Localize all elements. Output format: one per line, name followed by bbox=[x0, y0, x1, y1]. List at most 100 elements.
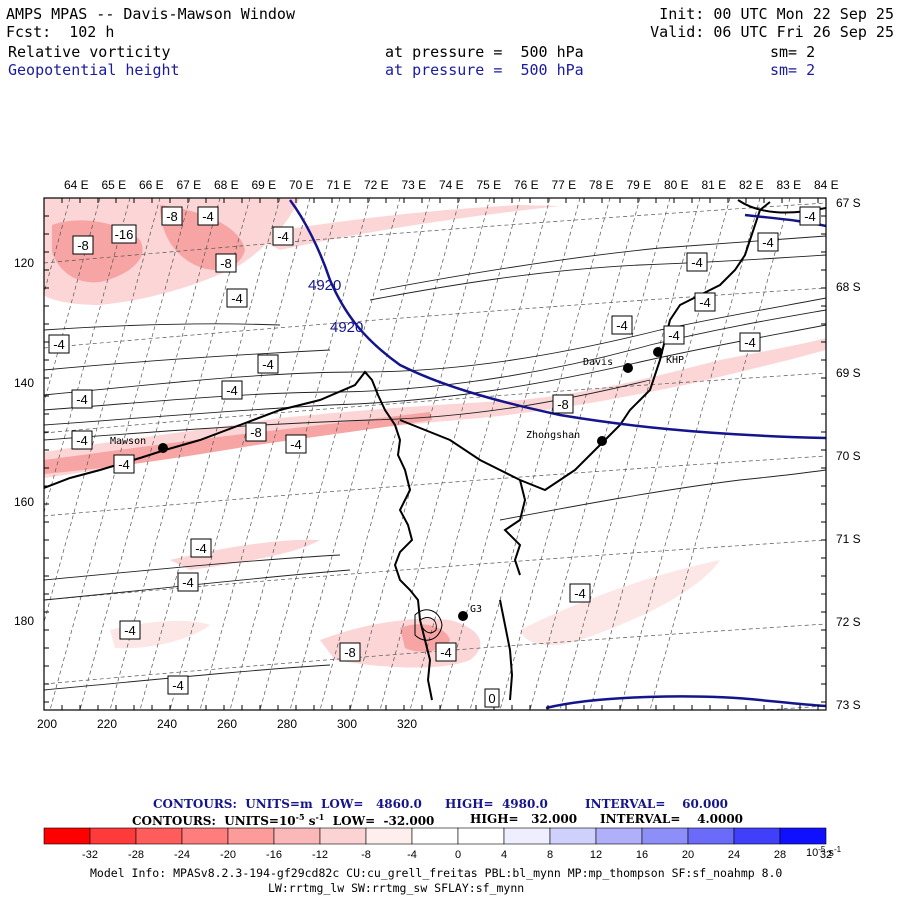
colorbar-label: 4 bbox=[501, 849, 507, 861]
vorticity-label-box bbox=[757, 232, 779, 252]
colorbar-segment bbox=[273, 827, 321, 845]
footer-height-units: CONTOURS: UNITS=m LOW= 4860.0 bbox=[153, 797, 422, 811]
colorbar-unit: 10-5 s-1 bbox=[806, 845, 842, 859]
vorticity-label: -8 bbox=[245, 422, 267, 442]
colorbar-segment bbox=[411, 827, 459, 845]
colorbar-segment bbox=[779, 827, 827, 845]
footer-height-high: HIGH= 4980.0 bbox=[445, 797, 548, 811]
station-khp-label: KHP bbox=[666, 355, 684, 366]
vorticity-label: -8 bbox=[215, 253, 237, 273]
vorticity-label-box bbox=[197, 206, 219, 226]
colorbar-label: -28 bbox=[128, 849, 144, 861]
colorbar-label: 0 bbox=[455, 849, 461, 861]
footer-vort-interval: INTERVAL= 4.0000 bbox=[600, 812, 744, 826]
colorbar-label: 8 bbox=[547, 849, 553, 861]
parallel-line bbox=[44, 202, 826, 264]
parallel-line bbox=[44, 539, 826, 601]
meridian-line bbox=[169, 198, 311, 710]
station-g3-label: G3 bbox=[470, 604, 482, 615]
vorticity-label-text: -4 bbox=[668, 328, 680, 343]
longitude-label: 82 E bbox=[739, 178, 764, 192]
valid-time: Valid: 06 UTC Fri 26 Sep 25 bbox=[650, 23, 894, 41]
frame-ticks bbox=[43, 197, 826, 710]
parallel-line bbox=[759, 705, 826, 710]
vorticity-label: -4 bbox=[757, 232, 779, 252]
vorticity-contours bbox=[44, 235, 826, 691]
vorticity-label-box bbox=[215, 253, 237, 273]
parallel-line bbox=[44, 623, 826, 685]
vorticity-label-box bbox=[799, 206, 821, 226]
colorbar-segment bbox=[595, 827, 643, 845]
vorticity-label-box bbox=[71, 430, 93, 450]
vorticity-label-box bbox=[257, 354, 279, 374]
vorticity-label-text: -4 bbox=[804, 209, 816, 224]
colorbar-label: -4 bbox=[407, 849, 417, 861]
vorticity-label-text: -4 bbox=[699, 295, 711, 310]
vorticity-label-text: -4 bbox=[76, 392, 88, 407]
colorbar-label: 20 bbox=[682, 849, 694, 861]
vorticity-contour-labels: -8 -4 -16 -8 -4 -8 -4 -4 -4 -4 -4 -4 -4 -4 -4 -4 -4 -8 -4 -… bbox=[48, 206, 821, 708]
colorbar-unit-exp: -5 bbox=[818, 845, 826, 854]
vorticity-label-box bbox=[177, 572, 199, 592]
colorbar-segment bbox=[181, 827, 229, 845]
meridian-line bbox=[199, 198, 341, 710]
vorticity-label: -4 bbox=[739, 332, 761, 352]
vorticity-label: -4 bbox=[799, 206, 821, 226]
bottom-grid-labels: 200 220 240 260 280 300 320 bbox=[37, 717, 417, 731]
vorticity-label-text: -4 bbox=[231, 291, 243, 306]
grid-x-label: 220 bbox=[97, 717, 117, 731]
longitude-label: 81 E bbox=[702, 178, 727, 192]
meridian-line bbox=[139, 198, 281, 710]
vorticity-label: -16 bbox=[111, 224, 137, 244]
colorbar-segment bbox=[135, 827, 183, 845]
meridian-line bbox=[409, 198, 551, 710]
field2-level: at pressure = 500 hPa bbox=[385, 61, 584, 79]
plot-title: AMPS MPAS -- Davis-Mawson Window bbox=[6, 5, 295, 23]
vorticity-label-text: -4 bbox=[124, 623, 136, 638]
colorbar-unit-s: s bbox=[825, 847, 834, 859]
parallel-line bbox=[44, 287, 826, 349]
vorticity-label-box bbox=[221, 380, 243, 400]
map-frame bbox=[43, 197, 827, 711]
height-label-1: 4920 bbox=[308, 277, 341, 294]
footer-vort-units-b: s bbox=[304, 814, 316, 828]
coastline-glacier bbox=[414, 609, 443, 641]
meridian-line bbox=[49, 198, 191, 710]
vorticity-label-box bbox=[72, 235, 94, 255]
station-davis-label: Davis bbox=[583, 357, 613, 368]
vorticity-label: -4 bbox=[119, 620, 141, 640]
latitude-label: 69 S bbox=[836, 366, 861, 380]
vorticity-label: -4 bbox=[285, 434, 307, 454]
map-plot-area bbox=[44, 198, 826, 710]
vorticity-label: -4 bbox=[177, 572, 199, 592]
vorticity-label-text: -8 bbox=[77, 238, 89, 253]
vorticity-label: -4 bbox=[694, 292, 716, 312]
vorticity-label-box bbox=[113, 454, 135, 474]
field1-level: at pressure = 500 hPa bbox=[385, 43, 584, 61]
vorticity-label-text: -4 bbox=[277, 229, 289, 244]
vorticity-label-text: -8 bbox=[250, 425, 262, 440]
colorbar-label: -12 bbox=[312, 849, 328, 861]
colorbar: -32 -28 -24 -20 -16 -12 -8 -4 0 4 8 12 16 20 24 28 3210-… bbox=[43, 827, 842, 861]
grid-y-label: 180 bbox=[14, 614, 34, 628]
grid-y-label: 160 bbox=[14, 495, 34, 509]
coastline bbox=[44, 199, 826, 701]
meridian-line bbox=[469, 198, 611, 710]
vort-band-core bbox=[44, 412, 432, 474]
vorticity-label-box bbox=[569, 583, 591, 603]
colorbar-label: 32 bbox=[820, 849, 832, 861]
grid-x-label: 240 bbox=[157, 717, 177, 731]
colorbar-label: -24 bbox=[174, 849, 190, 861]
colorbar-segment bbox=[549, 827, 597, 845]
vorticity-label-text: -8 bbox=[220, 256, 232, 271]
vorticity-label: -4 bbox=[272, 226, 294, 246]
colorbar-label: 12 bbox=[590, 849, 602, 861]
colorbar-label: -8 bbox=[361, 849, 371, 861]
vorticity-label: -4 bbox=[167, 675, 189, 695]
colorbar-unit-exp2: -1 bbox=[834, 845, 842, 854]
longitude-label: 73 E bbox=[402, 178, 427, 192]
station-zhongshan-marker bbox=[597, 436, 607, 446]
longitude-label: 66 E bbox=[139, 178, 164, 192]
longitude-label: 71 E bbox=[327, 178, 352, 192]
